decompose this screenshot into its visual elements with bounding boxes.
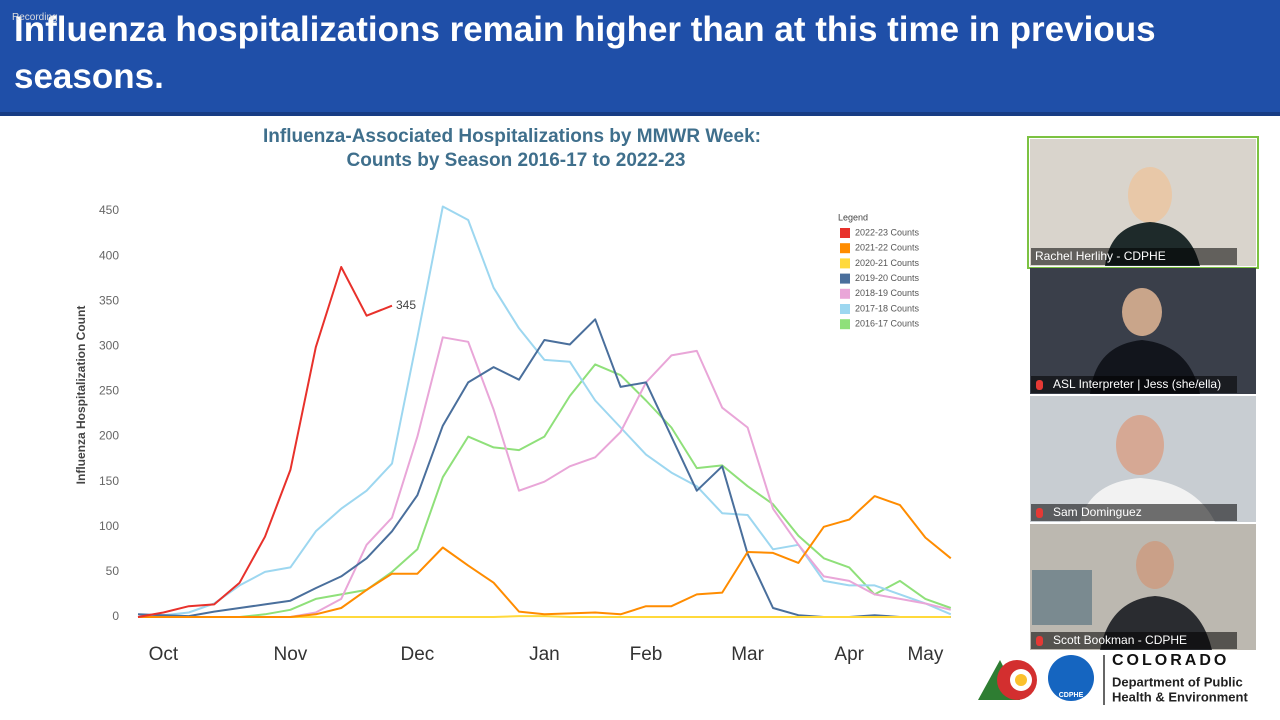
series-line [138,363,952,618]
legend-swatch [840,304,850,314]
y-tick-label: 100 [99,519,119,533]
legend-swatch [840,258,850,269]
x-tick-label: Mar [731,644,764,665]
logo-tree [978,660,1020,700]
name-tag [1031,504,1237,521]
legend-label: 2016-17 Counts [855,319,920,329]
series-line [138,495,952,618]
person [1128,167,1172,223]
logo-badge-text: CDPHE [1059,692,1084,699]
name-tag [1031,632,1237,649]
y-axis-label: Influenza Hospitalization Count [74,306,88,485]
chart-title: Influenza-Associated Hospitalizations by… [263,126,761,147]
x-tick-label: Apr [834,644,864,665]
recording-indicator: Recording [12,12,58,23]
legend-swatch [840,319,850,330]
x-tick-label: Dec [401,644,435,665]
logo: CDPHE COLORADO Department of Public Heal… [978,652,1248,705]
logo-c [1010,669,1032,691]
y-tick-label: 400 [99,248,119,262]
participant-name: Rachel Herlihy - CDPHE [1035,249,1166,263]
video-tiles: Rachel Herlihy - CDPHE ASL Interpreter | … [1027,136,1259,650]
legend-label: 2017-18 Counts [855,303,920,313]
legend-title: Legend [838,212,868,222]
y-tick-label: 450 [99,203,119,217]
video-tile [1030,396,1256,522]
series-line [137,318,951,618]
participant-name: Scott Bookman - CDPHE [1053,633,1187,647]
slide-heading: Influenza hospitalizations remain higher… [14,10,1156,96]
logo-sun [1015,674,1027,686]
muted-icon [1036,636,1043,646]
muted-icon [1036,508,1043,518]
legend-label: 2018-19 Counts [855,288,920,298]
y-tick-label: 200 [99,429,119,443]
logo-line: Health & Environment [1112,689,1248,704]
participant-name: Sam Dominguez [1053,505,1142,519]
data-label: 345 [396,298,416,312]
person [1080,478,1215,522]
logo-badge [1048,655,1094,701]
person [1136,541,1174,589]
legend-label: 2022-23 Counts [855,227,920,237]
active-speaker-border [1027,136,1259,269]
video-tile [1030,268,1256,394]
legend-swatch [840,288,850,299]
y-tick-label: 300 [99,339,119,353]
legend-swatch [840,243,850,254]
legend-label: 2021-22 Counts [855,243,920,253]
x-tick-label: Feb [630,644,663,665]
logo-c [997,660,1037,700]
video-tile [1030,139,1256,266]
y-tick-label: 250 [99,384,119,398]
name-tag [1031,376,1237,393]
chart: Influenza-Associated Hospitalizations by… [74,126,952,665]
x-tick-label: Nov [274,644,308,665]
person [1116,415,1164,475]
y-tick-label: 50 [106,564,120,578]
muted-icon [1036,380,1043,390]
participant-name: ASL Interpreter | Jess (she/ella) [1053,377,1221,391]
person [1105,222,1200,266]
x-tick-label: Jan [529,644,560,665]
x-tick-label: May [907,644,943,665]
chart-subtitle: Counts by Season 2016-17 to 2022-23 [347,150,686,171]
legend-label: 2019-20 Counts [855,273,920,283]
series-line [137,205,952,618]
y-tick-label: 150 [99,474,119,488]
series-line [138,336,952,618]
legend-swatch [840,228,850,238]
window [1032,570,1092,625]
person [1100,596,1212,650]
logo-line: Department of Public [1112,674,1243,689]
video-tile [1030,524,1256,650]
series-line [137,266,393,618]
name-tag [1031,248,1237,265]
y-tick-label: 350 [99,293,119,307]
slide-header: Influenza hospitalizations remain higher… [0,0,1280,116]
logo-name: COLORADO [1112,652,1229,669]
legend-swatch [840,273,850,284]
person [1090,340,1200,394]
y-tick-label: 0 [112,609,119,623]
x-tick-label: Oct [149,644,179,665]
person [1122,288,1162,336]
legend-label: 2020-21 Counts [855,258,920,268]
series-line [138,615,951,618]
